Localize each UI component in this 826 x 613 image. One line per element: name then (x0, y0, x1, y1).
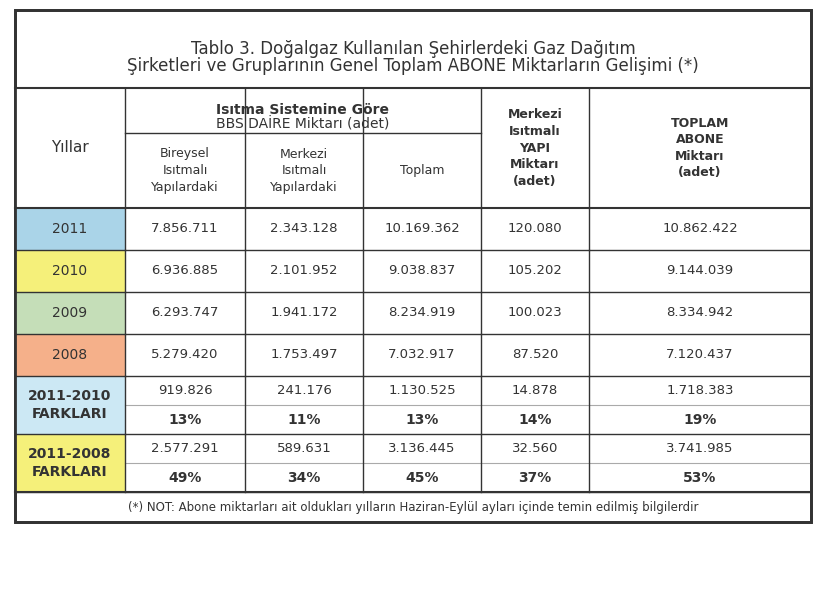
Bar (15, 334, 125, 376)
Text: Merkezi
Isıtmalı
YAPI
Miktarı
(adet): Merkezi Isıtmalı YAPI Miktarı (adet) (508, 109, 563, 188)
Text: 37%: 37% (519, 471, 552, 484)
Text: 5.279.420: 5.279.420 (151, 349, 219, 362)
Bar (15, 250, 125, 292)
Text: 2011: 2011 (52, 222, 88, 236)
Bar (15, 292, 125, 334)
Bar (15, 208, 125, 250)
Text: 32.560: 32.560 (512, 442, 558, 455)
Text: 87.520: 87.520 (512, 349, 558, 362)
Text: 919.826: 919.826 (158, 384, 212, 397)
Text: 13%: 13% (169, 413, 202, 427)
Text: 100.023: 100.023 (508, 306, 563, 319)
Text: 10.862.422: 10.862.422 (662, 223, 738, 235)
Text: Şirketleri ve Gruplarının Genel Toplam ABONE Miktarların Gelişimi (*): Şirketleri ve Gruplarının Genel Toplam A… (127, 57, 699, 75)
Text: Yıllar: Yıllar (51, 140, 89, 156)
Text: 13%: 13% (406, 413, 439, 427)
Bar (15, 10, 811, 522)
Text: 11%: 11% (287, 413, 320, 427)
Text: 2009: 2009 (52, 306, 88, 320)
Text: 49%: 49% (169, 471, 202, 484)
Bar (15, 10, 811, 522)
Text: Merkezi
Isıtmalı
Yapılardaki: Merkezi Isıtmalı Yapılardaki (270, 148, 338, 194)
Text: 2010: 2010 (52, 264, 88, 278)
Text: 8.234.919: 8.234.919 (388, 306, 456, 319)
Text: 14%: 14% (518, 413, 552, 427)
Text: 105.202: 105.202 (507, 264, 563, 278)
Text: 1.718.383: 1.718.383 (667, 384, 733, 397)
Bar (15, 88, 125, 208)
Text: 3.741.985: 3.741.985 (667, 442, 733, 455)
Text: 19%: 19% (683, 413, 717, 427)
Text: 1.753.497: 1.753.497 (270, 349, 338, 362)
Text: 14.878: 14.878 (512, 384, 558, 397)
Text: (*) NOT: Abone miktarları ait oldukları yılların Haziran-Eylül ayları içinde tem: (*) NOT: Abone miktarları ait oldukları … (128, 500, 698, 514)
Text: 8.334.942: 8.334.942 (667, 306, 733, 319)
Text: 2.101.952: 2.101.952 (270, 264, 338, 278)
Bar (15, 376, 125, 434)
Text: Toplam: Toplam (400, 164, 444, 177)
Text: 120.080: 120.080 (508, 223, 563, 235)
Text: 2011-2008
FARKLARI: 2011-2008 FARKLARI (28, 447, 112, 479)
Text: 9.144.039: 9.144.039 (667, 264, 733, 278)
Bar (15, 434, 125, 492)
Text: 34%: 34% (287, 471, 320, 484)
Text: Bireysel
Isıtmalı
Yapılardaki: Bireysel Isıtmalı Yapılardaki (151, 148, 219, 194)
Text: 1.130.525: 1.130.525 (388, 384, 456, 397)
Text: 2.343.128: 2.343.128 (270, 223, 338, 235)
Text: 241.176: 241.176 (277, 384, 331, 397)
Text: 589.631: 589.631 (277, 442, 331, 455)
Text: 7.032.917: 7.032.917 (388, 349, 456, 362)
Text: 53%: 53% (683, 471, 717, 484)
Text: 6.936.885: 6.936.885 (151, 264, 219, 278)
Text: 7.856.711: 7.856.711 (151, 223, 219, 235)
Text: 9.038.837: 9.038.837 (388, 264, 456, 278)
Text: 3.136.445: 3.136.445 (388, 442, 456, 455)
Text: 2.577.291: 2.577.291 (151, 442, 219, 455)
Text: Isıtma Sistemine Göre: Isıtma Sistemine Göre (216, 104, 390, 118)
Text: 6.293.747: 6.293.747 (151, 306, 219, 319)
Text: TOPLAM
ABONE
Miktarı
(adet): TOPLAM ABONE Miktarı (adet) (671, 116, 729, 179)
Text: 2008: 2008 (52, 348, 88, 362)
Text: 7.120.437: 7.120.437 (667, 349, 733, 362)
Text: BBS DAİRE Miktarı (adet): BBS DAİRE Miktarı (adet) (216, 117, 390, 132)
Text: 10.169.362: 10.169.362 (384, 223, 460, 235)
Text: 45%: 45% (406, 471, 439, 484)
Text: Tablo 3. Doğalgaz Kullanılan Şehirlerdeki Gaz Dağıtım: Tablo 3. Doğalgaz Kullanılan Şehirlerdek… (191, 40, 635, 58)
Text: 1.941.172: 1.941.172 (270, 306, 338, 319)
Text: 2011-2010
FARKLARI: 2011-2010 FARKLARI (28, 389, 112, 421)
